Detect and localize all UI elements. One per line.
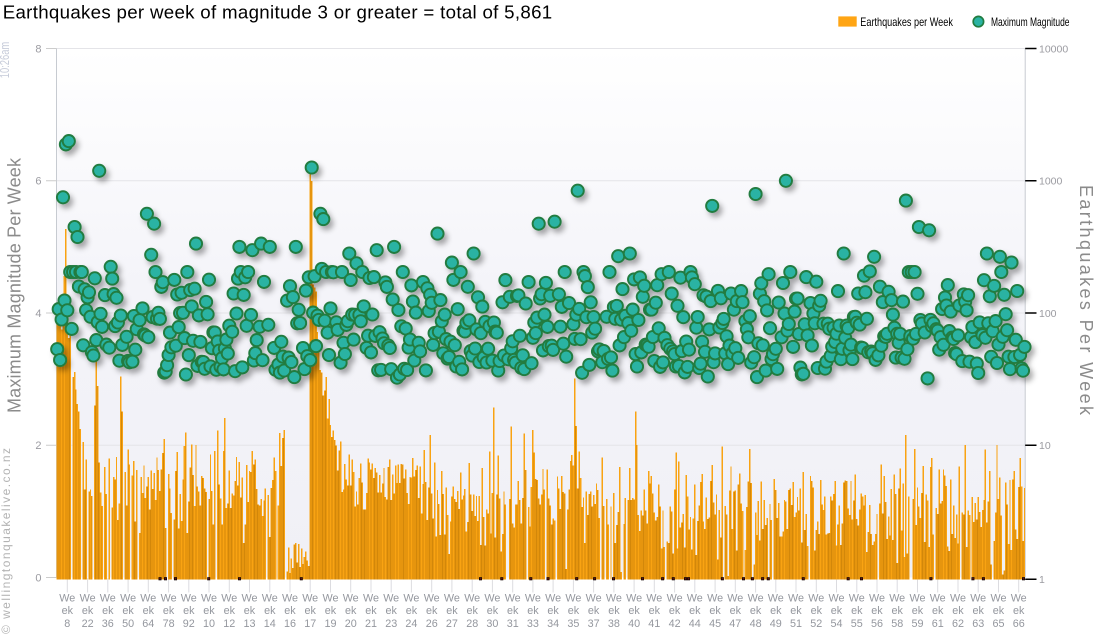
svg-text:Maximum Magnitude Per Week: Maximum Magnitude Per Week [5, 157, 25, 413]
svg-text:1: 1 [1039, 574, 1045, 586]
svg-text:0: 0 [35, 572, 41, 584]
svg-text:2: 2 [35, 440, 41, 452]
svg-text:10: 10 [1039, 440, 1051, 452]
svg-text:1000: 1000 [1039, 176, 1063, 188]
svg-text:6: 6 [35, 176, 41, 188]
svg-text:100: 100 [1039, 308, 1057, 320]
svg-text:4: 4 [35, 308, 41, 320]
svg-text:Earthquakes per Week: Earthquakes per Week [860, 15, 953, 29]
svg-text:Earthquakes Per Week: Earthquakes Per Week [1076, 185, 1096, 416]
svg-text:10000: 10000 [1039, 43, 1068, 55]
svg-text:Earthquakes per week of magnit: Earthquakes per week of magnitude 3 or g… [3, 2, 553, 23]
svg-text:Maximum Magnitude: Maximum Magnitude [991, 15, 1070, 29]
svg-text:10:26am: 10:26am [0, 42, 12, 79]
svg-text:© wellingtonquakelive.co.nz: © wellingtonquakelive.co.nz [0, 448, 13, 634]
svg-text:8: 8 [35, 43, 41, 55]
